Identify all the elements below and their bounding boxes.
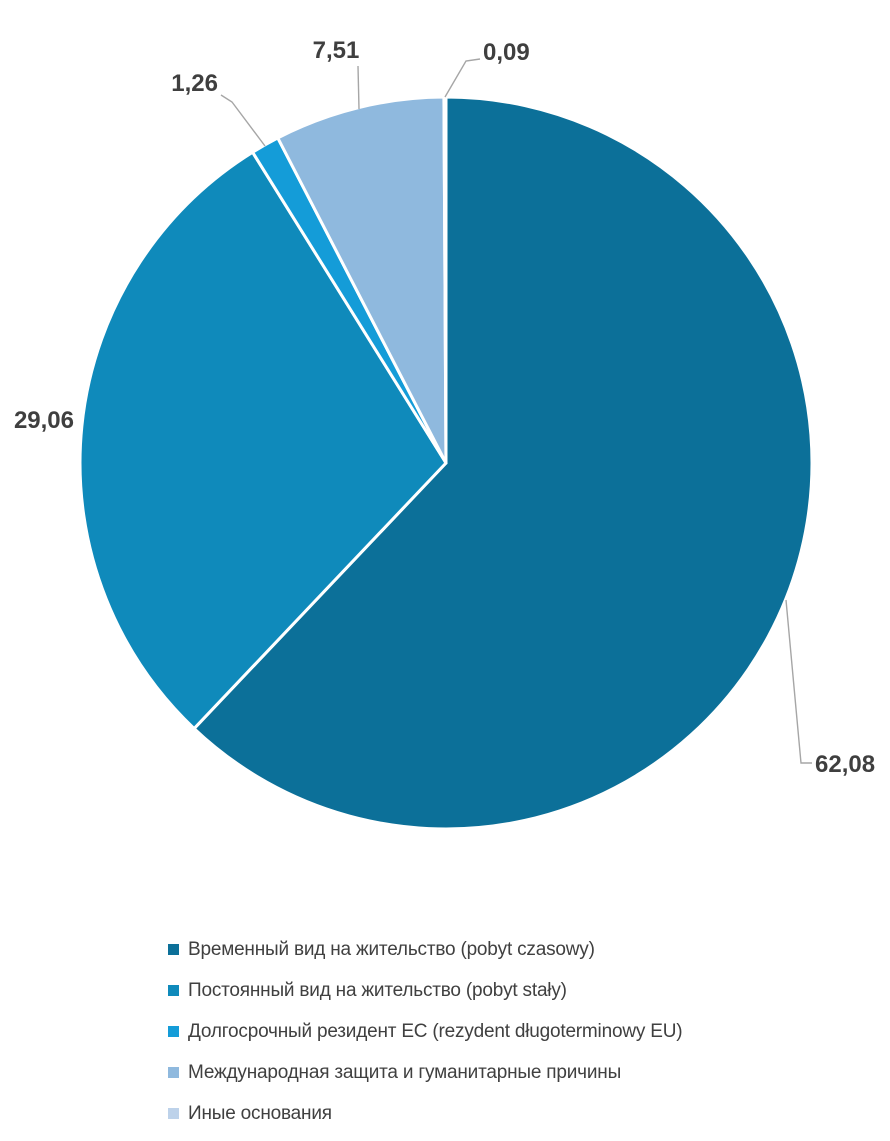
leader-line-3 bbox=[220, 94, 266, 147]
data-label-4: 7,51 bbox=[313, 37, 360, 64]
data-label-1: 62,08 bbox=[815, 751, 875, 778]
legend-item-4: Международная защита и гуманитарные прич… bbox=[168, 1052, 682, 1093]
data-label-3: 1,26 bbox=[171, 70, 218, 97]
pie-chart: 62,08 29,06 1,26 7,51 0,09 bbox=[14, 37, 875, 831]
legend-item-5: Иные основания bbox=[168, 1093, 682, 1134]
legend-label: Постоянный вид на жительство (pobyt stał… bbox=[188, 979, 567, 1001]
legend-item-2: Постоянный вид на жительство (pobyt stał… bbox=[168, 970, 682, 1011]
leader-line-5 bbox=[444, 58, 481, 98]
legend-swatch-icon bbox=[168, 1026, 179, 1037]
legend-swatch-icon bbox=[168, 985, 179, 996]
chart-legend: Временный вид на жительство (pobyt czaso… bbox=[168, 929, 683, 1134]
legend-swatch-icon bbox=[168, 1067, 179, 1078]
legend-swatch-icon bbox=[168, 1108, 179, 1119]
leader-line-4 bbox=[357, 65, 360, 110]
legend-swatch-icon bbox=[168, 944, 179, 955]
legend-label: Долгосрочный резидент ЕС (rezydent długo… bbox=[188, 1020, 683, 1042]
data-label-2: 29,06 bbox=[14, 407, 74, 434]
leader-line-1 bbox=[785, 599, 812, 764]
pie-slice-2 bbox=[78, 150, 448, 731]
legend-label: Иные основания bbox=[188, 1102, 332, 1124]
pie-slice-5 bbox=[442, 95, 448, 465]
legend-label: Международная защита и гуманитарные прич… bbox=[188, 1061, 622, 1083]
legend-item-1: Временный вид на жительство (pobyt czaso… bbox=[168, 929, 682, 970]
legend-label: Временный вид на жительство (pobyt czaso… bbox=[188, 938, 595, 960]
pie-slice-1 bbox=[192, 95, 814, 831]
data-label-5: 0,09 bbox=[483, 39, 530, 66]
legend-item-3: Долгосрочный резидент ЕС (rezydent długo… bbox=[168, 1011, 683, 1052]
